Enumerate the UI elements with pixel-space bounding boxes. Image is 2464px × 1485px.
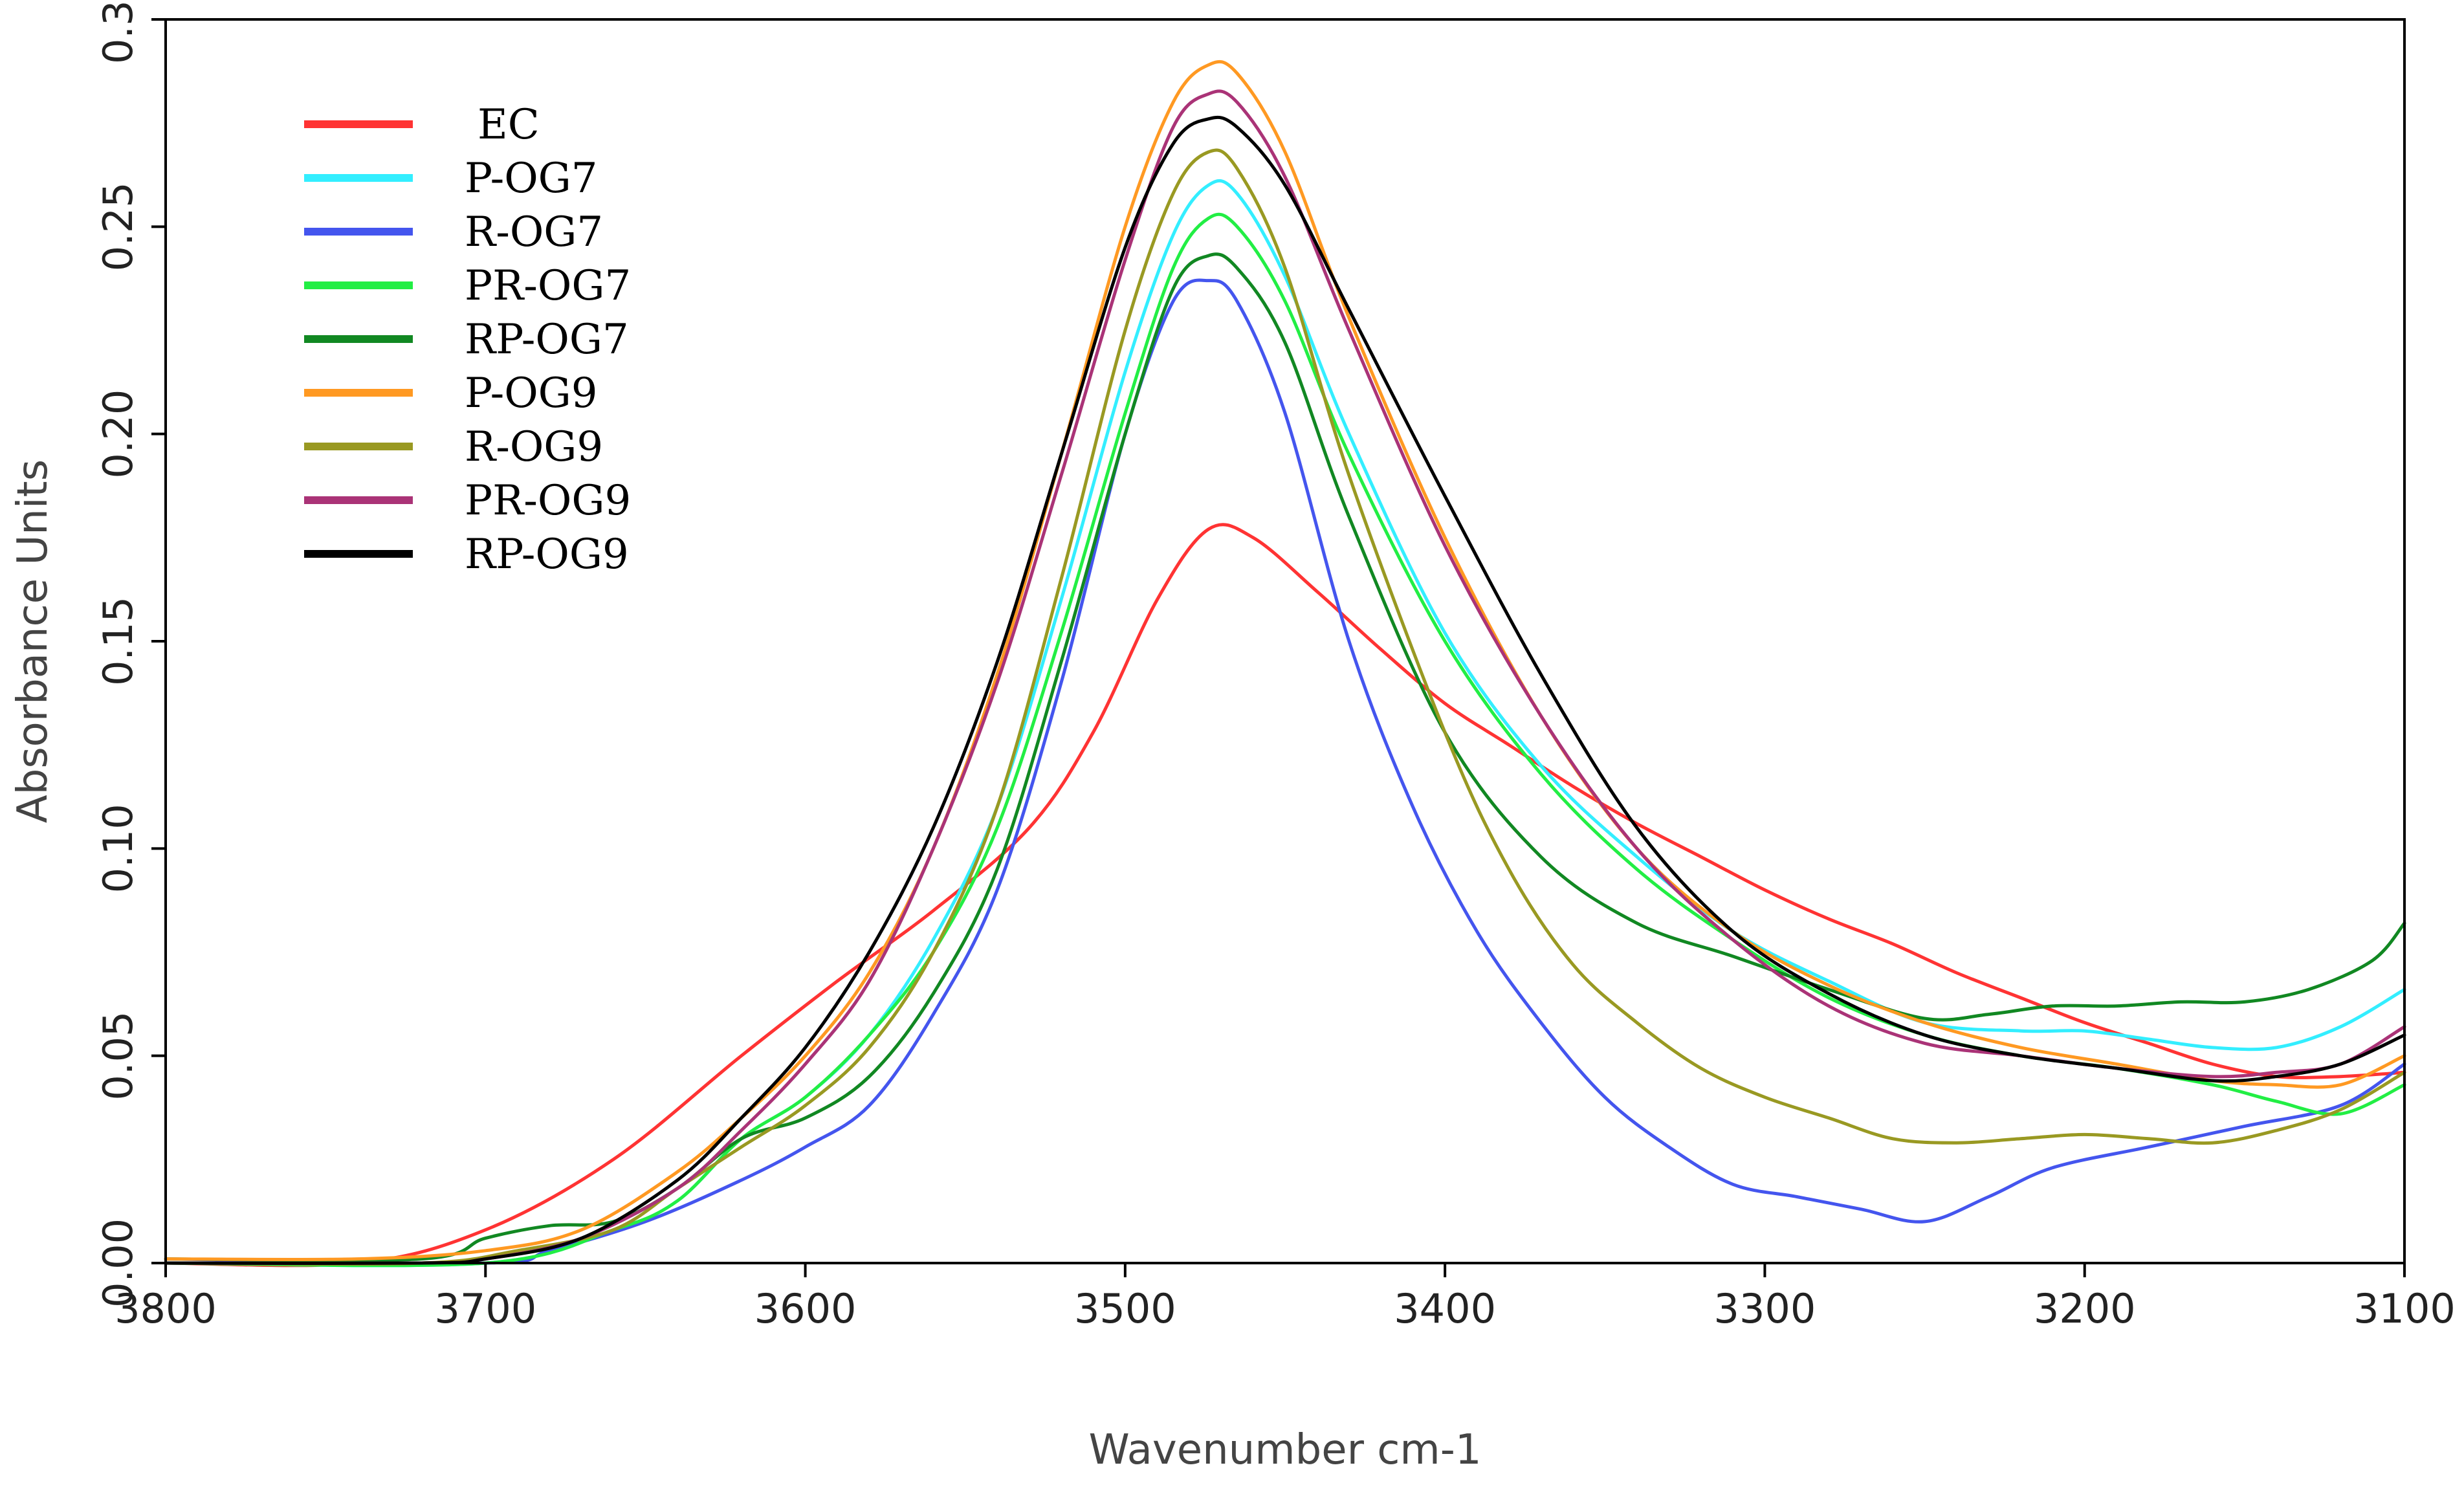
legend: EC P-OG7 R-OG7 PR-OG7 RP-OG7 P-OG9 R-OG9 PR-OG9… (304, 101, 631, 578)
legend-label-r-og7: R-OG7 (465, 208, 603, 256)
series-layer (164, 60, 2406, 1268)
y-tick-label: 0.30 (94, 0, 142, 64)
x-tick-label: 3400 (1394, 1285, 1496, 1332)
y-axis: 0.00 0.05 0.10 0.15 0.20 0.25 0.30 (94, 0, 166, 1308)
series-line-r-og9 (164, 148, 2406, 1266)
y-tick-label: 0.15 (94, 597, 142, 686)
x-tick-label: 3500 (1074, 1285, 1176, 1332)
y-tick-label: 0.20 (94, 390, 142, 479)
legend-label-p-og7: P-OG7 (465, 155, 598, 203)
y-tick-label: 0.00 (94, 1218, 142, 1308)
y-tick-label: 0.25 (94, 182, 142, 271)
legend-label-ec: EC (478, 101, 540, 149)
legend-label-pr-og9: PR-OG9 (465, 477, 631, 525)
x-tick-label: 3100 (2353, 1285, 2456, 1332)
series-line-rp-og9 (164, 115, 2406, 1265)
x-tick-label: 3200 (2034, 1285, 2136, 1332)
legend-label-rp-og7: RP-OG7 (465, 316, 629, 364)
x-axis-label: Wavenumber cm-1 (1088, 1426, 1481, 1474)
legend-label-r-og9: R-OG9 (465, 423, 603, 471)
legend-label-pr-og7: PR-OG7 (465, 262, 631, 310)
series-line-r-og7 (164, 278, 2406, 1265)
x-tick-label: 3700 (434, 1285, 536, 1332)
x-axis: 3800 3700 3600 3500 3400 3300 3200 3100 (115, 1263, 2456, 1332)
series-line-pr-og9 (164, 89, 2406, 1265)
x-tick-label: 3600 (754, 1285, 857, 1332)
series-line-p-og9 (164, 60, 2406, 1262)
series-line-ec (164, 523, 2406, 1268)
y-axis-label: Absorbance Units (9, 459, 57, 823)
y-tick-label: 0.05 (94, 1011, 142, 1101)
x-tick-label: 3800 (115, 1285, 217, 1332)
y-tick-label: 0.10 (94, 804, 142, 893)
plot-background (166, 19, 2404, 1263)
legend-label-p-og9: P-OG9 (465, 369, 598, 417)
x-tick-label: 3300 (1714, 1285, 1816, 1332)
legend-label-rp-og9: RP-OG9 (465, 531, 629, 578)
